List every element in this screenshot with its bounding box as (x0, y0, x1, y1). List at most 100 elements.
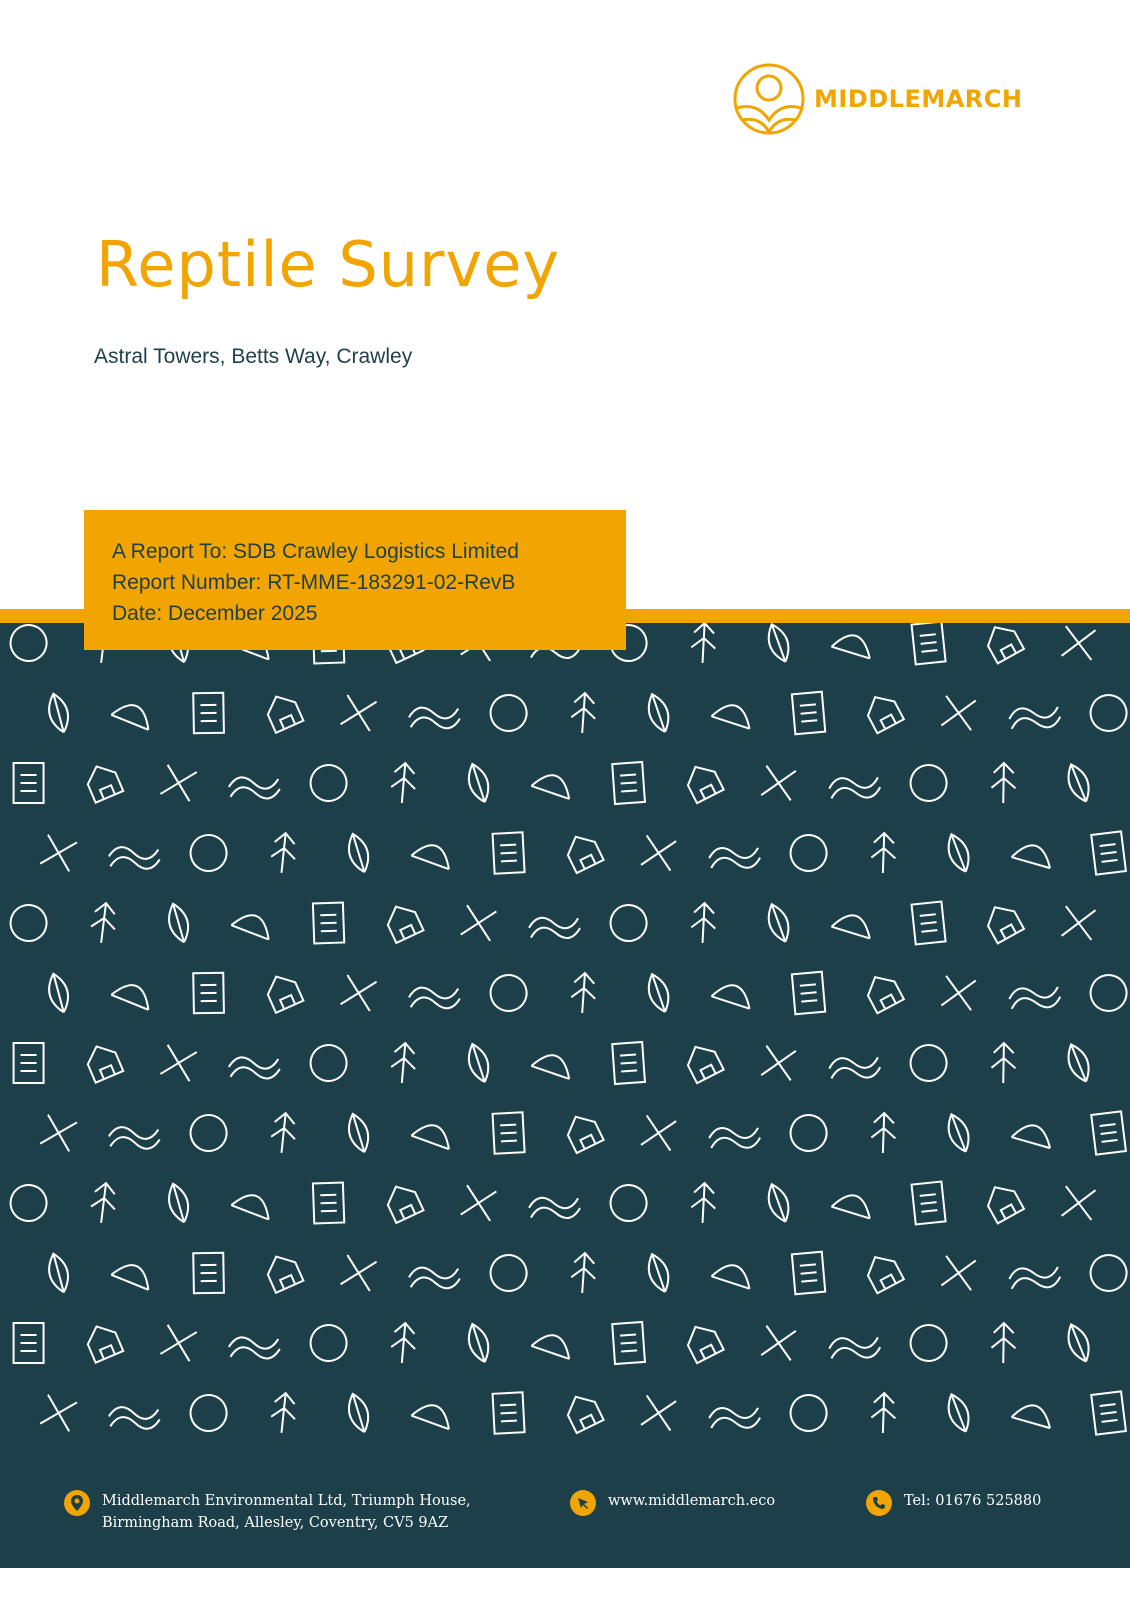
pattern-doodle-icon (12, 762, 45, 804)
pattern-doodle-icon (168, 902, 190, 944)
pattern-doodle-icon (1061, 1185, 1097, 1221)
footer-website[interactable]: www.middlemarch.eco (570, 1490, 775, 1516)
pattern-doodle-icon (830, 914, 871, 940)
pattern-doodle-icon (1061, 905, 1097, 941)
pattern-doodle-icon (408, 986, 461, 1010)
pattern-doodle-icon (866, 695, 906, 735)
pattern-doodle-icon (710, 1264, 751, 1290)
pattern-doodle-icon (39, 1394, 78, 1432)
pattern-doodle-icon (909, 1324, 948, 1362)
pattern-doodle-icon (767, 1182, 790, 1223)
pattern-doodle-icon (566, 835, 605, 875)
pattern-doodle-icon (86, 765, 125, 804)
pattern-doodle-icon (228, 776, 281, 800)
pattern-doodle-icon (1067, 763, 1090, 803)
pattern-doodle-icon (48, 1252, 70, 1294)
pattern-doodle-icon (1008, 706, 1062, 730)
pattern-doodle-icon (789, 1114, 828, 1152)
pattern-doodle-icon (609, 1184, 648, 1222)
pattern-doodle-icon (828, 1336, 882, 1359)
pattern-doodle-icon (611, 1320, 646, 1366)
pattern-doodle-icon (530, 774, 571, 800)
pattern-doodle-icon (708, 1407, 761, 1429)
pattern-doodle-icon (566, 1115, 605, 1155)
pattern-doodle-icon (110, 1264, 150, 1291)
pattern-doodle-icon (708, 1127, 761, 1149)
pattern-doodle-icon (870, 831, 897, 874)
pattern-doodle-icon (609, 904, 648, 942)
site-address: Astral Towers, Betts Way, Crawley (94, 345, 413, 368)
pattern-doodle-icon (489, 974, 528, 1012)
pattern-doodle-icon (1010, 1124, 1052, 1150)
pattern-doodle-icon (9, 1184, 48, 1222)
middlemarch-logo: MIDDLEMARCH (732, 62, 1022, 136)
pattern-doodle-icon (1089, 1254, 1128, 1292)
pattern-doodle-icon (828, 776, 882, 799)
pattern-doodle-icon (1061, 625, 1097, 661)
pattern-doodle-icon (790, 1250, 827, 1296)
pattern-doodle-icon (767, 902, 790, 943)
pattern-doodle-icon (107, 846, 161, 870)
pattern-doodle-icon (760, 1325, 797, 1361)
pattern-doodle-icon (228, 1336, 281, 1360)
pattern-doodle-icon (530, 1334, 571, 1360)
pattern-doodle-icon (690, 901, 716, 944)
pattern-doodle-icon (348, 1112, 370, 1153)
pattern-doodle-icon (910, 900, 947, 946)
pattern-doodle-icon (348, 1392, 370, 1433)
pattern-doodle-icon (468, 1322, 490, 1363)
pattern-doodle-icon (48, 692, 70, 734)
pattern-doodle-icon (110, 984, 150, 1011)
pattern-doodle-icon (468, 1042, 490, 1083)
pattern-doodle-icon (266, 975, 305, 1015)
pattern-doodle-icon (686, 765, 726, 805)
pattern-doodle-icon (947, 1392, 970, 1433)
location-pin-icon (64, 1490, 90, 1516)
pattern-doodle-icon (760, 765, 797, 801)
page-title: Reptile Survey (96, 228, 561, 301)
pattern-doodle-icon (192, 971, 225, 1015)
pattern-doodle-icon (570, 971, 596, 1014)
pattern-doodle-icon (189, 834, 228, 872)
pattern-doodle-icon (710, 704, 751, 730)
pattern-doodle-icon (460, 1184, 497, 1222)
pattern-doodle-icon (410, 1124, 450, 1151)
pattern-doodle-icon (90, 1181, 116, 1223)
address-line-2: Birmingham Road, Allesley, Coventry, CV5… (102, 1515, 449, 1531)
pattern-doodle-icon (348, 832, 370, 873)
pattern-doodle-icon (528, 916, 581, 939)
pattern-doodle-icon (491, 1111, 526, 1155)
pattern-doodle-icon (940, 695, 977, 731)
pattern-doodle-icon (309, 1044, 348, 1082)
pattern-doodle-icon (390, 1321, 416, 1364)
pattern-doodle-icon (870, 1391, 897, 1434)
pattern-doodle-icon (640, 1394, 677, 1432)
pattern-doodle-icon (909, 1044, 948, 1082)
footer-phone: Tel: 01676 525880 (866, 1490, 1041, 1516)
pattern-doodle-icon (230, 914, 270, 941)
pattern-doodle-icon (86, 1045, 125, 1084)
pattern-doodle-icon (708, 847, 761, 869)
report-number: Report Number: RT-MME-183291-02-RevB (112, 571, 516, 594)
pattern-doodle-icon (866, 975, 906, 1015)
pattern-doodle-icon (1010, 844, 1052, 870)
pattern-doodle-icon (386, 1185, 425, 1225)
pattern-doodle-icon (1089, 974, 1128, 1012)
pattern-doodle-icon (1089, 694, 1128, 732)
website-link[interactable]: www.middlemarch.eco (608, 1493, 776, 1509)
footer: Middlemarch Environmental Ltd, Triumph H… (0, 1448, 1130, 1568)
pattern-doodle-icon (189, 1114, 228, 1152)
footer-address: Middlemarch Environmental Ltd, Triumph H… (64, 1490, 471, 1534)
pattern-doodle-icon (986, 1186, 1026, 1225)
pattern-doodle-icon (990, 1321, 1017, 1364)
pattern-doodle-icon (767, 623, 790, 663)
pattern-doodle-icon (491, 1391, 526, 1435)
pattern-doodle-icon (491, 831, 526, 875)
pattern-doodle-icon (386, 905, 425, 945)
pattern-doodle-icon (940, 1255, 977, 1291)
pattern-doodle-icon (570, 691, 596, 734)
pattern-doodle-icon (340, 694, 378, 732)
pattern-doodle-icon (870, 1111, 897, 1154)
pattern-doodle-icon (830, 1194, 871, 1220)
pattern-doodle-icon (1008, 1266, 1062, 1290)
